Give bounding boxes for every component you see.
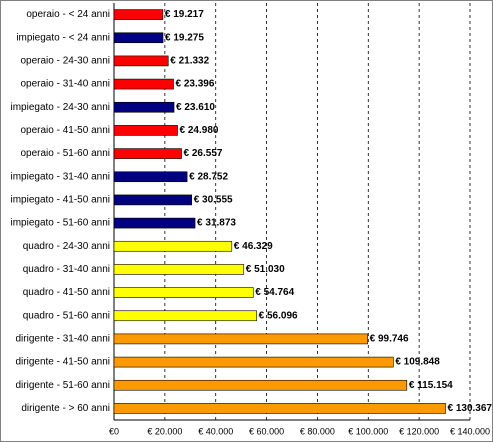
value-label: € 99.746 (370, 334, 409, 345)
value-label: € 28.752 (189, 171, 228, 182)
y-tick-label: operaio - 41-50 anni (20, 125, 110, 136)
y-tick-label: dirigente - 31-40 anni (15, 334, 110, 345)
value-label: € 24.980 (180, 125, 219, 136)
bar (113, 403, 446, 414)
y-tick-label: dirigente - 41-50 anni (15, 357, 110, 368)
value-label: € 51.030 (246, 264, 285, 275)
y-tick-label: operaio - 31-40 anni (20, 79, 110, 90)
bar (113, 9, 164, 20)
bar (113, 32, 164, 44)
value-label: € 115.154 (409, 380, 453, 391)
value-label: € 26.557 (184, 148, 223, 159)
value-label: € 54.764 (255, 287, 294, 298)
y-tick-label: quadro - 41-50 anni (23, 287, 110, 298)
bar (113, 356, 394, 368)
bar (113, 148, 182, 159)
value-label: € 23.610 (176, 102, 215, 113)
bar (113, 333, 368, 345)
bar (113, 55, 169, 67)
value-label: € 19.275 (165, 32, 204, 43)
bar (113, 264, 245, 275)
value-label: € 130.367 (448, 403, 493, 414)
x-tick-label: € 120.000 (399, 426, 439, 436)
bar (113, 125, 178, 136)
bar (113, 171, 188, 183)
value-label: € 30.555 (194, 195, 233, 206)
value-label: € 46.329 (234, 241, 273, 252)
value-label: € 109.848 (395, 357, 440, 368)
y-tick-label: operaio - < 24 anni (26, 9, 110, 20)
x-tick-label: € 40.000 (198, 426, 233, 436)
y-tick-label: impiegato - 31-40 anni (10, 171, 110, 182)
x-tick-label: € 140.000 (450, 426, 490, 436)
y-tick-label: dirigente - 51-60 anni (15, 380, 110, 391)
y-tick-label: dirigente - > 60 anni (21, 403, 110, 414)
bar (113, 78, 174, 90)
bar (113, 287, 254, 298)
bar (113, 101, 175, 113)
value-label: € 31.873 (197, 218, 236, 229)
y-tick-label: impiegato - 41-50 anni (10, 195, 110, 206)
value-label: € 23.396 (175, 79, 214, 90)
x-tick-label: € 80.000 (300, 426, 335, 436)
y-tick-label: quadro - 51-60 anni (23, 310, 110, 321)
y-tick-label: impiegato - 24-30 anni (10, 102, 110, 113)
x-tick-label: € 100.000 (348, 426, 388, 436)
y-tick-label: quadro - 24-30 anni (23, 241, 110, 252)
y-tick-label: operaio - 51-60 anni (20, 148, 110, 159)
y-tick-label: quadro - 31-40 anni (23, 264, 110, 275)
bar (113, 379, 408, 391)
bar (113, 194, 192, 206)
bar (113, 217, 196, 229)
y-tick-label: operaio - 24-30 anni (20, 56, 110, 67)
value-label: € 19.217 (165, 9, 204, 20)
value-label: € 21.332 (170, 56, 209, 67)
x-tick-label: € 20.000 (147, 426, 182, 436)
value-label: € 56.096 (259, 310, 298, 321)
y-tick-label: impiegato - < 24 anni (16, 32, 110, 43)
x-tick-label: €0 (109, 426, 119, 436)
y-tick-label: impiegato - 51-60 anni (10, 218, 110, 229)
bar (113, 310, 257, 322)
x-tick-label: € 60.000 (249, 426, 284, 436)
bar (113, 240, 233, 252)
